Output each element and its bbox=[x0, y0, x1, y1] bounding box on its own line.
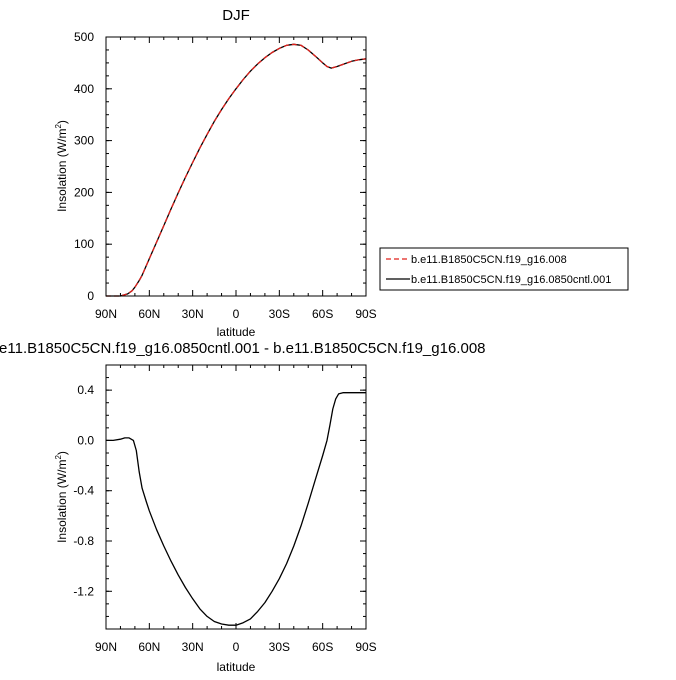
top-series-line-2 bbox=[106, 43, 367, 297]
bottom-plot-area: 90N 60N 30N 0 30S 60S 90S 0.4 0.0 -0.4 -0.8 -1.2 bbox=[73, 364, 377, 654]
top-y-axis-label-close: ) bbox=[55, 120, 69, 124]
top-x-tick-label: 90N bbox=[95, 307, 117, 321]
top-series-line-1 bbox=[106, 43, 367, 297]
top-x-tick-label: 30S bbox=[269, 307, 290, 321]
top-x-tick-label: 0 bbox=[233, 307, 240, 321]
bottom-plot-frame bbox=[105, 364, 367, 630]
bottom-y-tick-label: -0.4 bbox=[73, 484, 94, 498]
bottom-y-axis-label-sup: 2 bbox=[54, 455, 63, 460]
top-x-tick-label: 90S bbox=[355, 307, 376, 321]
top-chart-title: DJF bbox=[222, 7, 250, 24]
top-y-tick-label: 300 bbox=[74, 134, 94, 148]
bottom-x-tick-label: 90N bbox=[95, 640, 117, 654]
top-x-tick-label: 60N bbox=[138, 307, 160, 321]
bottom-x-tick-label: 90S bbox=[355, 640, 376, 654]
bottom-y-tick-label: 0.0 bbox=[77, 433, 94, 447]
top-y-tick-label: 100 bbox=[74, 237, 94, 251]
top-x-tick-label: 30N bbox=[182, 307, 204, 321]
bottom-y-axis-label: Insolation (W/m2) bbox=[54, 451, 69, 543]
bottom-chart-panel: b.e11.B1850C5CN.f19_g16.0850cntl.001 - b… bbox=[0, 340, 485, 674]
top-y-tick-label: 0 bbox=[87, 289, 94, 303]
bottom-x-tick-label: 30S bbox=[269, 640, 290, 654]
bottom-x-tick-label: 60S bbox=[312, 640, 333, 654]
bottom-x-tick-label: 30N bbox=[182, 640, 204, 654]
top-y-axis-label-main: Insolation (W/m bbox=[55, 129, 69, 212]
legend-label-series-1: b.e11.B1850C5CN.f19_g16.008 bbox=[411, 254, 567, 266]
legend: b.e11.B1850C5CN.f19_g16.008 b.e11.B1850C… bbox=[379, 247, 629, 291]
bottom-y-tick-label: -0.8 bbox=[73, 534, 94, 548]
top-y-tick-label: 200 bbox=[74, 185, 94, 199]
top-plot-area: 90N 60N 30N 0 30S 60S 90S 0 100 200 300 400 500 bbox=[74, 30, 377, 321]
bottom-x-axis-label: latitude bbox=[217, 660, 256, 674]
top-y-axis-label: Insolation (W/m2) bbox=[54, 120, 69, 212]
bottom-chart-title: b.e11.B1850C5CN.f19_g16.0850cntl.001 - b… bbox=[0, 340, 485, 357]
top-x-axis-label: latitude bbox=[217, 325, 256, 339]
bottom-x-tick-label: 0 bbox=[233, 640, 240, 654]
legend-label-series-2: b.e11.B1850C5CN.f19_g16.0850cntl.001 bbox=[411, 274, 611, 286]
bottom-series-line-1 bbox=[106, 392, 366, 626]
top-y-tick-label: 400 bbox=[74, 82, 94, 96]
top-chart-panel: DJF 90N 60N 30N 0 30S 60S 90S0100200300400500 … bbox=[54, 7, 377, 339]
bottom-y-tick-label: -1.2 bbox=[73, 584, 94, 598]
bottom-y-tick-label: 0.4 bbox=[77, 383, 94, 397]
top-y-axis-label-sup: 2 bbox=[54, 124, 63, 129]
bottom-y-axis-label-close: ) bbox=[55, 451, 69, 455]
top-x-tick-label: 60S bbox=[312, 307, 333, 321]
top-y-tick-label: 500 bbox=[74, 30, 94, 44]
top-plot-frame bbox=[105, 36, 367, 297]
bottom-y-axis-label-main: Insolation (W/m bbox=[55, 460, 69, 543]
legend-box bbox=[379, 247, 629, 291]
bottom-x-tick-label: 60N bbox=[138, 640, 160, 654]
